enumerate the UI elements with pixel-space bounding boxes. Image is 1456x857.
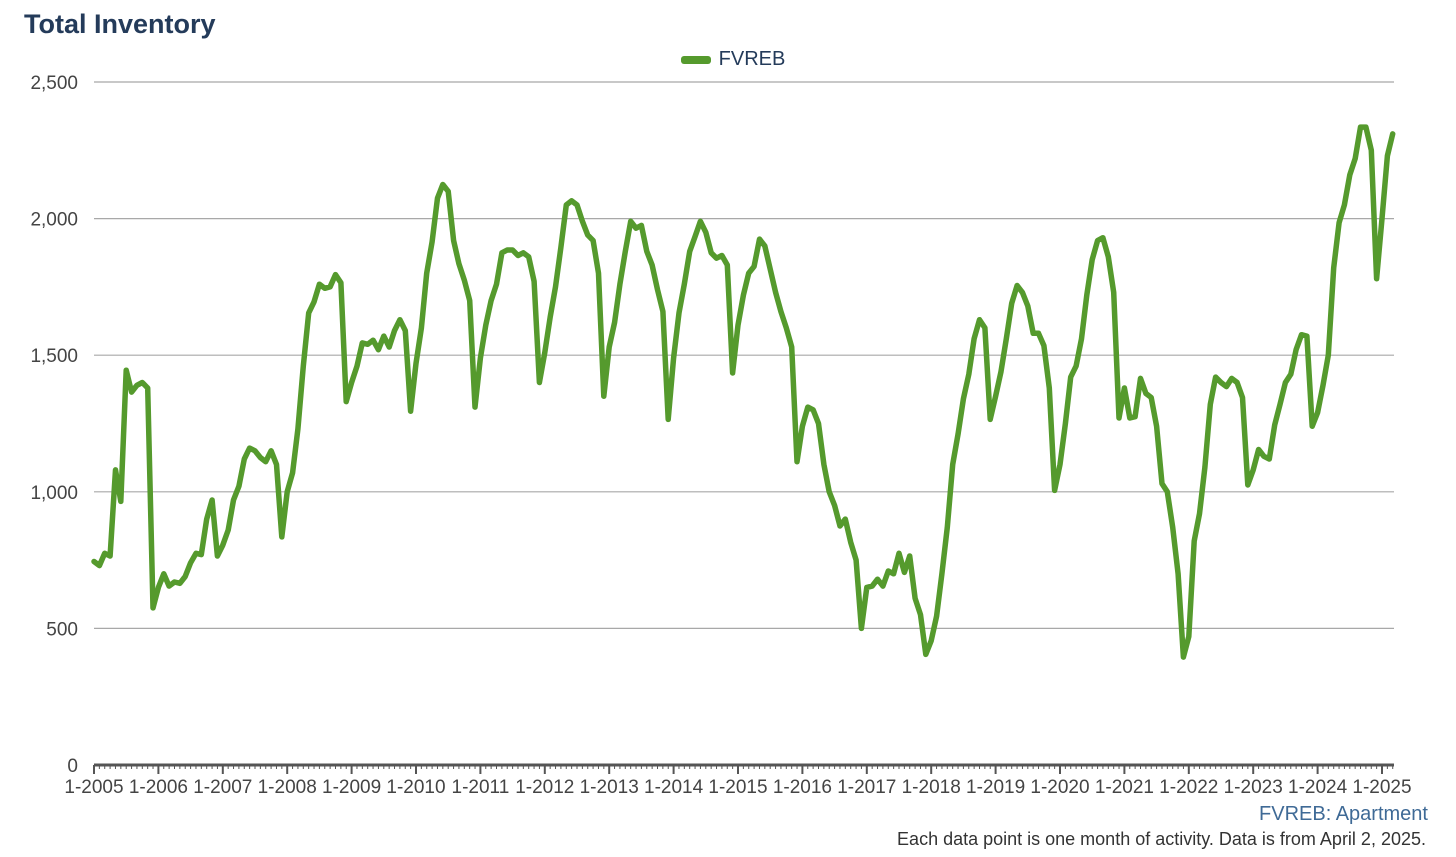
x-tick-label: 1-2018: [902, 777, 961, 798]
x-tick-label: 1-2023: [1224, 777, 1283, 798]
x-tick-label: 1-2021: [1095, 777, 1154, 798]
series-fvreb: [91, 124, 1396, 660]
x-tick-label: 1-2015: [708, 777, 767, 798]
y-axis-ticks: 0 500 1,000 1,500 2,000 2,500: [30, 73, 78, 777]
x-tick-label: 1-2024: [1288, 777, 1348, 798]
footnote: Each data point is one month of activity…: [897, 829, 1426, 849]
x-tick-label: 1-2025: [1352, 777, 1411, 798]
x-tick-label: 1-2005: [64, 777, 123, 798]
x-tick-label: 1-2009: [322, 777, 381, 798]
y-tick-label: 2,000: [30, 210, 78, 231]
x-axis: 1-2005 1-2006 1-2007 1-2008 1-2009 1-2010 1-20…: [64, 763, 1412, 798]
x-tick-label: 1-2008: [258, 777, 317, 798]
gridlines: [94, 81, 1394, 630]
x-tick-label: 1-2011: [452, 777, 510, 798]
x-tick-label: 1-2017: [837, 777, 896, 798]
x-tick-label: 1-2016: [773, 777, 832, 798]
x-tick-label: 1-2014: [644, 777, 704, 798]
y-tick-label: 500: [46, 619, 78, 640]
y-tick-label: 1,500: [30, 346, 78, 367]
series-line-fvreb[interactable]: [91, 124, 1396, 660]
source-label[interactable]: FVREB: Apartment: [1259, 803, 1428, 825]
x-tick-label: 1-2019: [966, 777, 1025, 798]
x-tick-label: 1-2006: [129, 777, 188, 798]
x-tick-label: 1-2022: [1159, 777, 1218, 798]
legend-label: FVREB: [718, 48, 786, 70]
x-tick-label: 1-2013: [580, 777, 639, 798]
y-tick-label: 2,500: [30, 73, 78, 94]
x-tick-label: 1-2010: [386, 777, 445, 798]
y-tick-label: 0: [67, 756, 78, 777]
chart-title: Total Inventory: [24, 9, 216, 39]
legend-swatch: [680, 55, 711, 64]
x-tick-label: 1-2012: [515, 777, 574, 798]
legend[interactable]: FVREB: [5, 48, 1456, 71]
x-tick-label: 1-2007: [193, 777, 252, 798]
y-tick-label: 1,000: [30, 483, 78, 504]
x-tick-label: 1-2020: [1030, 777, 1089, 798]
